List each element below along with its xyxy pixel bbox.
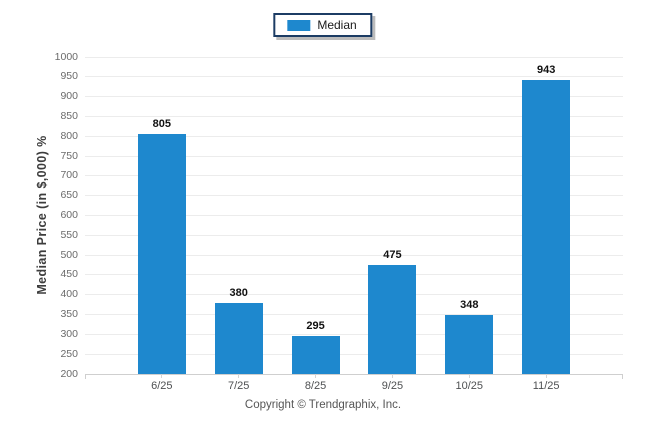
y-tick-label: 800: [60, 129, 78, 142]
bar: [445, 315, 494, 374]
gridline: [85, 76, 623, 78]
bar-value-label: 295: [306, 320, 325, 333]
gridline: [85, 274, 623, 276]
bar-value-label: 380: [229, 286, 248, 299]
bar: [368, 265, 417, 374]
y-tick-label: 850: [60, 109, 78, 122]
bar-value-label: 943: [536, 63, 556, 76]
bar: [137, 134, 186, 374]
y-tick-label: 550: [60, 228, 78, 241]
bar: [291, 336, 340, 374]
gridline: [85, 115, 623, 117]
y-tick-label: 600: [60, 209, 78, 221]
y-tick-label: 350: [60, 308, 78, 321]
category-tick: [468, 374, 470, 378]
x-tick-label: 9/25: [381, 380, 404, 392]
x-tick-label: 10/25: [455, 380, 484, 392]
legend-label: Median: [317, 18, 357, 32]
x-axis-line: [85, 373, 623, 375]
y-tick-label: 650: [60, 189, 78, 202]
y-tick-label: 750: [60, 149, 78, 162]
gridline: [85, 215, 623, 216]
x-axis-labels: 6/25 7/25 8/25 9/25 10/25 11/25: [85, 374, 623, 396]
gridline: [85, 314, 623, 316]
axis-end-tick: [622, 374, 623, 379]
x-tick-label: 7/25: [227, 380, 250, 392]
category-tick: [545, 374, 547, 378]
y-tick-label: 700: [60, 169, 78, 182]
x-tick-label: 8/25: [304, 380, 327, 392]
y-tick-label: 500: [60, 248, 78, 261]
gridline: [85, 175, 623, 177]
gridline: [85, 254, 623, 256]
gridline: [85, 195, 623, 197]
gridline: [85, 96, 623, 98]
y-tick-label: 450: [60, 268, 78, 281]
y-tick-label: 300: [60, 327, 78, 340]
legend-swatch: [287, 19, 311, 31]
y-tick-label: 900: [60, 90, 78, 103]
copyright-text: Copyright © Trendgraphix, Inc.: [244, 399, 402, 411]
axis-end-tick: [85, 374, 86, 379]
y-axis-labels: 1000 950 900 850 800 750 700 650 600 550 500 450 400…: [0, 51, 78, 380]
category-tick: [161, 374, 163, 378]
bar: [214, 302, 263, 374]
gridline: [85, 56, 623, 58]
y-tick-label: 200: [60, 367, 78, 380]
y-tick-label: 950: [60, 70, 78, 83]
bar-value-label: 805: [152, 118, 172, 131]
gridline: [85, 294, 623, 296]
legend: Median: [273, 13, 373, 37]
x-tick-label: 11/25: [532, 380, 560, 392]
gridline: [85, 353, 623, 355]
category-tick: [315, 374, 317, 378]
bar-value-label: 475: [383, 249, 402, 262]
plot-area: 805 380 295 475 348 943: [85, 56, 623, 379]
gridline: [85, 155, 623, 157]
bar-value-label: 348: [460, 299, 479, 312]
category-tick: [391, 374, 393, 378]
y-tick-label: 400: [60, 288, 78, 301]
x-tick-label: 6/25: [151, 380, 173, 392]
gridline: [85, 135, 623, 137]
bar: [522, 79, 571, 374]
gridline: [85, 333, 623, 335]
category-tick: [238, 374, 240, 378]
y-tick-label: 250: [60, 347, 78, 360]
y-tick-label: 1000: [54, 50, 78, 63]
gridline: [85, 234, 623, 236]
